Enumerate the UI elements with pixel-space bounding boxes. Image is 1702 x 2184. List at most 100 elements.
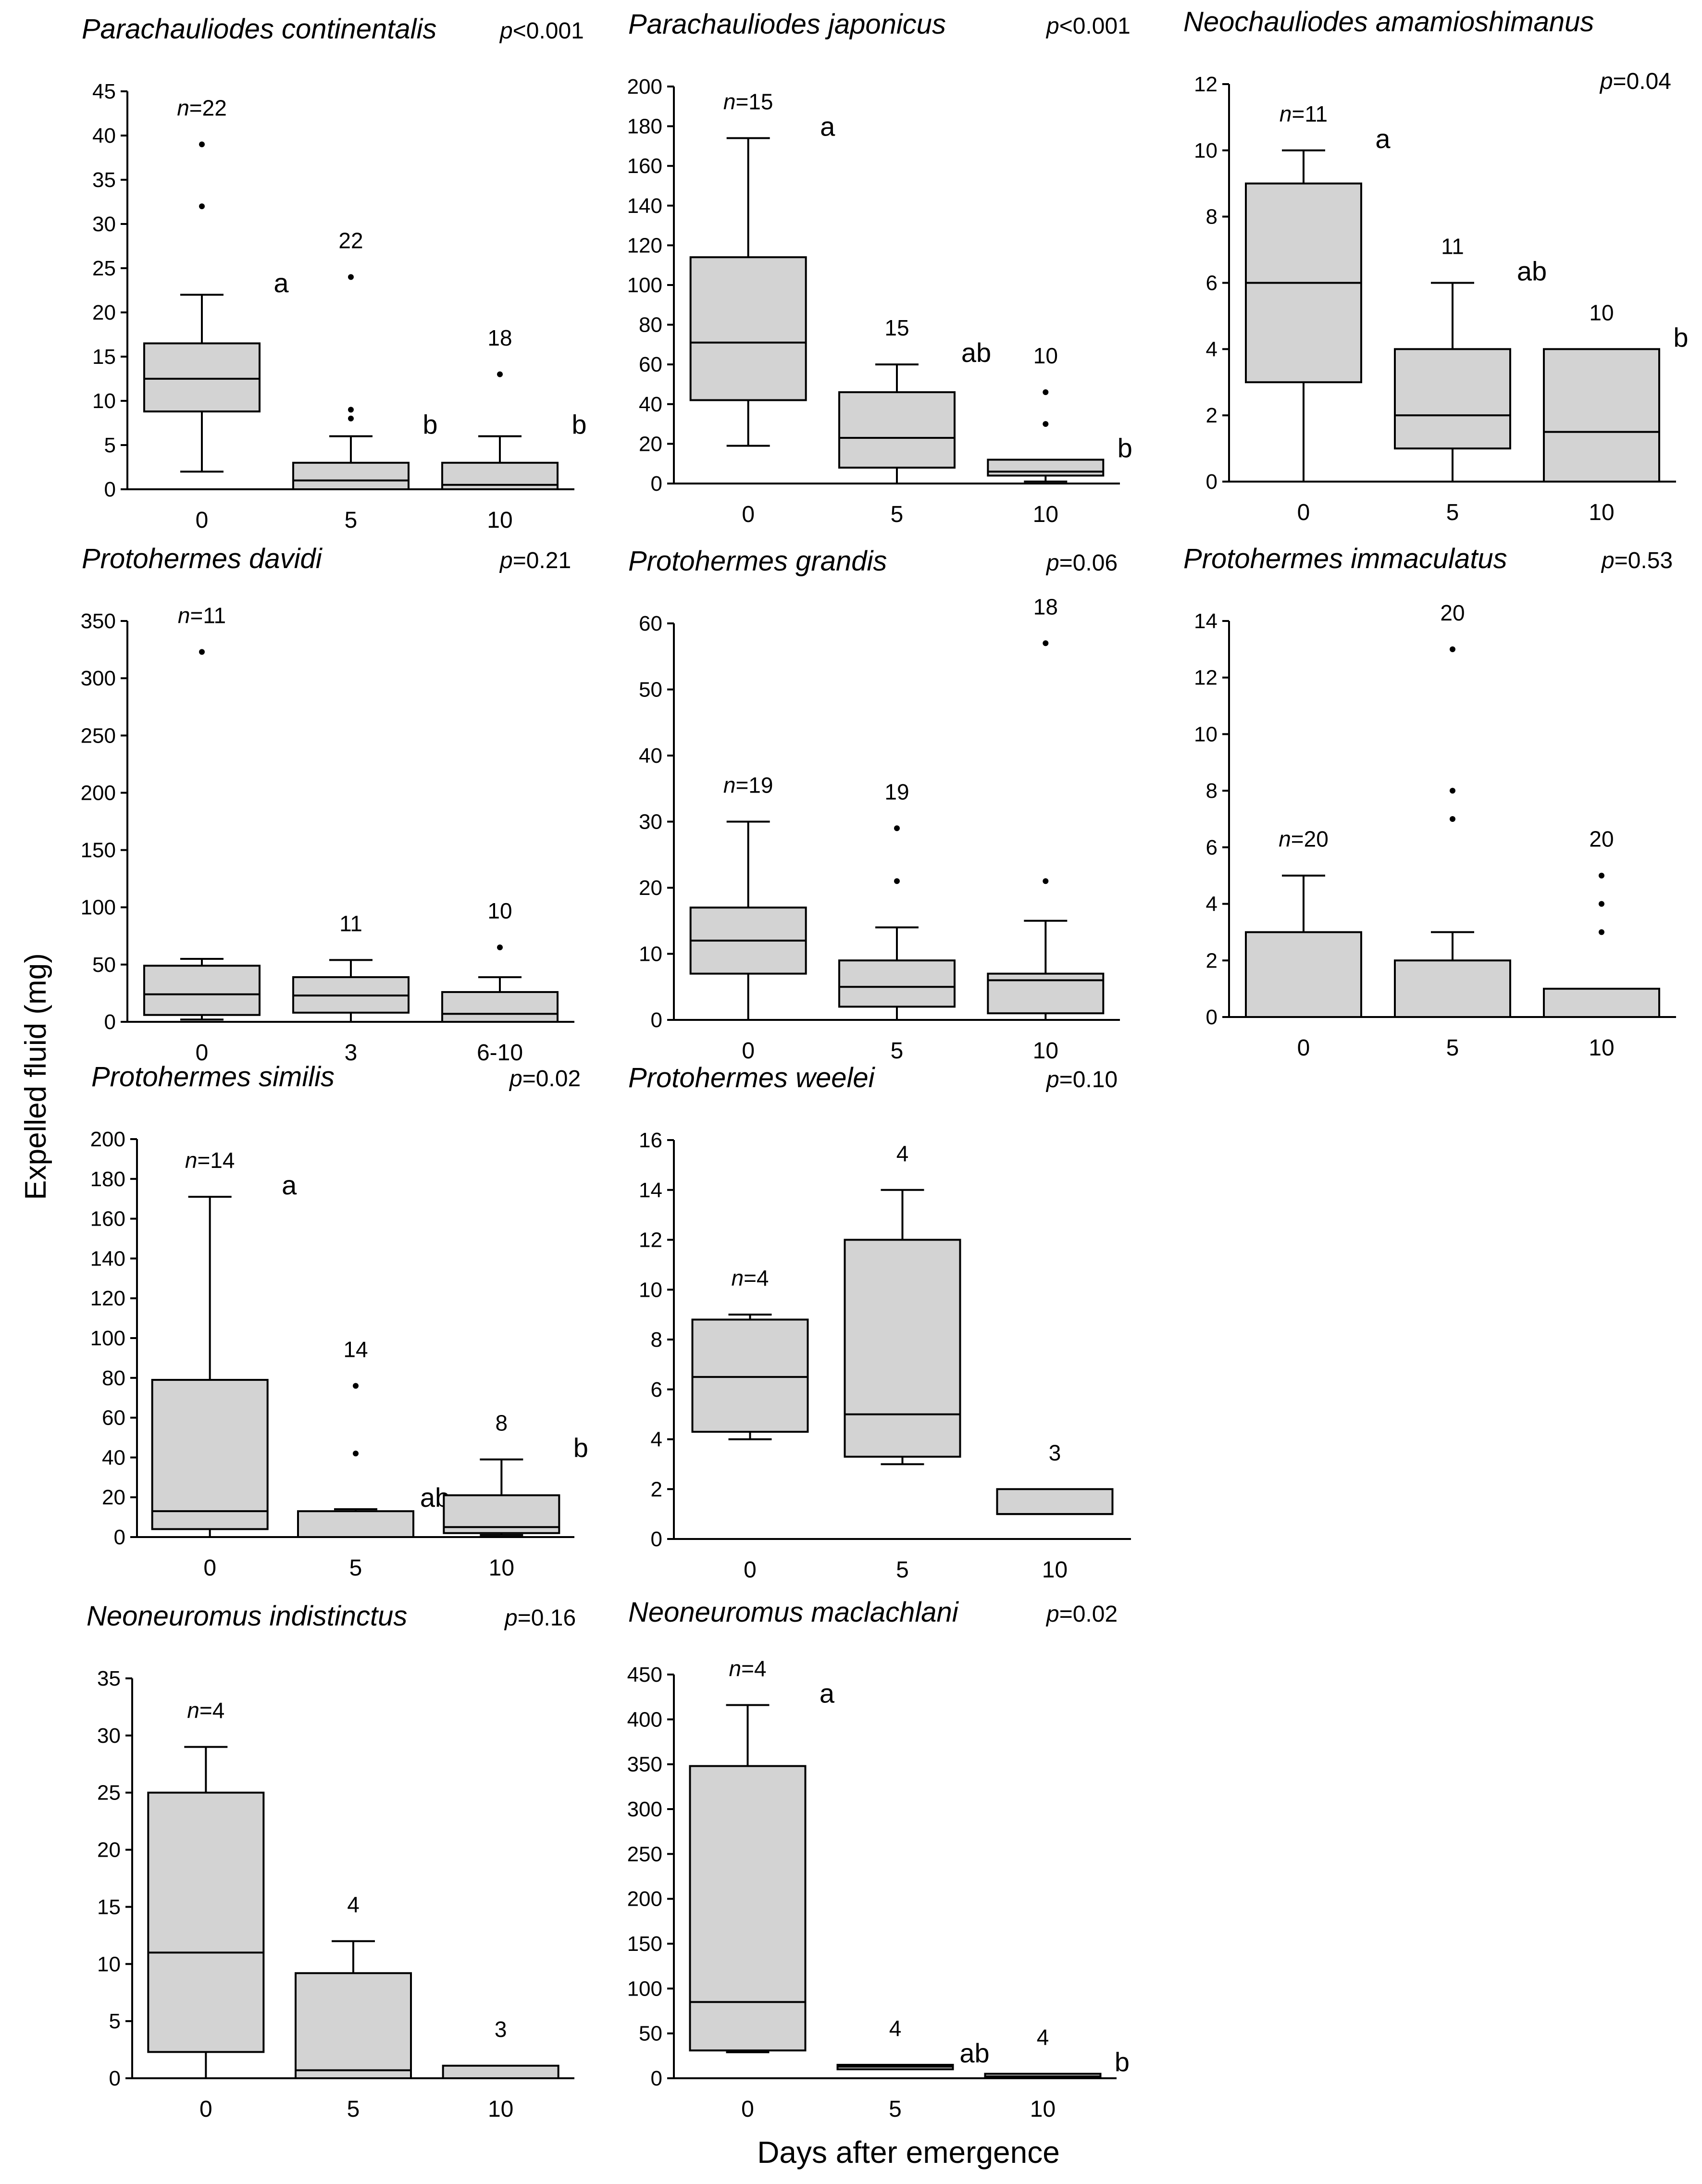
box-iqr — [441, 991, 559, 1023]
sample-size-label: 18 — [1033, 594, 1058, 619]
x-tick-label: 5 — [896, 1557, 909, 1583]
outlier-point — [199, 203, 205, 210]
outlier-point — [1450, 788, 1455, 794]
p-value: p=0.10 — [1045, 1067, 1118, 1092]
box-group: 20 — [1543, 827, 1660, 1018]
chart-panel: Protohermes grandis p=0.06 0 10 20 30 40 50 60 0 5… — [628, 546, 1120, 1064]
box-group: n=19 — [689, 773, 807, 1020]
box-group: 18 b — [441, 325, 587, 490]
sample-size-label: 18 — [487, 325, 512, 350]
sample-size-label: 4 — [1037, 2025, 1049, 2050]
box-group: n=22 a — [143, 95, 289, 473]
y-tick-label: 40 — [639, 744, 662, 768]
outlier-point — [1450, 816, 1455, 822]
box-iqr — [691, 1318, 809, 1433]
y-tick-label: 8 — [651, 1328, 662, 1352]
y-tick-label: 8 — [1206, 779, 1217, 803]
y-tick-label: 4 — [651, 1428, 662, 1452]
sample-size-label: n=4 — [731, 1266, 769, 1291]
sample-size-label: n=20 — [1279, 827, 1329, 852]
y-tick-label: 6 — [1206, 836, 1217, 859]
y-tick-label: 400 — [627, 1708, 662, 1731]
outlier-point — [1450, 646, 1455, 652]
sample-size-label: n=14 — [185, 1148, 235, 1173]
y-tick-label: 100 — [627, 1977, 662, 2000]
sample-size-label: n=11 — [178, 603, 226, 628]
box-iqr — [143, 965, 261, 1016]
y-tick-label: 0 — [651, 472, 662, 496]
y-tick-label: 450 — [627, 1663, 662, 1687]
box-group: n=4 — [147, 1698, 265, 2078]
y-tick-label: 200 — [627, 1887, 662, 1911]
y-tick-label: 100 — [90, 1327, 125, 1350]
x-tick-label: 10 — [1589, 1035, 1614, 1061]
y-tick-label: 30 — [639, 810, 662, 834]
outlier-point — [497, 944, 503, 951]
y-tick-label: 20 — [97, 1838, 121, 1862]
outlier-point — [497, 371, 503, 377]
x-tick-label: 5 — [891, 502, 904, 527]
chart-title: Protohermes immaculatus — [1183, 543, 1507, 574]
y-tick-label: 120 — [90, 1287, 125, 1310]
p-value: p=0.53 — [1601, 548, 1673, 573]
y-tick-label: 30 — [97, 1724, 121, 1748]
y-tick-label: 250 — [81, 724, 116, 747]
y-tick-label: 0 — [104, 478, 116, 501]
p-value: p=0.21 — [499, 548, 571, 573]
sample-size-label: 19 — [884, 779, 909, 804]
y-tick-label: 8 — [1206, 205, 1217, 229]
y-tick-label: 35 — [97, 1667, 121, 1690]
y-tick-label: 5 — [109, 2010, 121, 2033]
box-iqr — [996, 1488, 1114, 1515]
x-tick-label: 5 — [891, 1038, 904, 1064]
significance-letter: b — [573, 1433, 588, 1463]
chart-panel: Protohermes weelei p=0.10 0 2 4 6 8 10 12 14 16 0 5 1… — [628, 1062, 1131, 1583]
box-group: 10 — [441, 898, 559, 1023]
box-group: 10 b — [987, 343, 1132, 483]
outlier-point — [199, 141, 205, 148]
sample-size-label: 22 — [338, 228, 363, 253]
chart-title: Neochauliodes amamioshimanus — [1183, 6, 1594, 37]
y-tick-label: 0 — [651, 1527, 662, 1551]
y-tick-label: 250 — [627, 1842, 662, 1866]
chart-title: Protohermes grandis — [628, 546, 887, 577]
significance-letter: ab — [959, 2038, 989, 2068]
x-tick-label: 5 — [1446, 500, 1459, 525]
box-group: 11 ab — [1394, 234, 1547, 482]
sample-size-label: 10 — [1033, 343, 1058, 368]
sample-size-label: 8 — [496, 1411, 508, 1436]
significance-letter: a — [820, 1678, 835, 1708]
x-tick-label: 0 — [199, 2097, 212, 2122]
y-tick-label: 300 — [627, 1798, 662, 1821]
y-tick-label: 0 — [1206, 470, 1217, 494]
significance-letter: b — [422, 410, 437, 440]
sample-size-label: 4 — [889, 2016, 902, 2041]
sample-size-label: n=19 — [723, 773, 773, 798]
sample-size-label: 4 — [347, 1892, 360, 1917]
p-value: p<0.001 — [1045, 13, 1131, 39]
box-iqr — [297, 1510, 414, 1538]
y-tick-label: 12 — [639, 1228, 662, 1252]
x-tick-label: 0 — [196, 1040, 209, 1066]
y-tick-label: 5 — [104, 434, 116, 457]
significance-letter: a — [1375, 124, 1391, 154]
y-tick-label: 15 — [92, 345, 116, 369]
y-tick-label: 10 — [92, 389, 116, 413]
outlier-point — [894, 878, 900, 884]
y-tick-label: 60 — [639, 353, 662, 376]
chart-panel: Neochauliodes amamioshimanus p=0.04 0 2 4 6 8 1… — [1183, 6, 1689, 525]
x-tick-label: 0 — [196, 508, 209, 533]
box-group: 10 b — [1543, 300, 1689, 483]
y-tick-label: 60 — [639, 612, 662, 635]
y-tick-label: 25 — [97, 1781, 121, 1805]
y-tick-label: 60 — [102, 1406, 125, 1430]
outlier-point — [1043, 389, 1049, 396]
y-tick-label: 4 — [1206, 893, 1217, 916]
y-tick-label: 180 — [90, 1167, 125, 1191]
outlier-point — [1043, 421, 1049, 427]
x-tick-label: 6-10 — [477, 1040, 523, 1066]
x-tick-label: 10 — [488, 2097, 513, 2122]
box-group: n=11 a — [1245, 101, 1391, 482]
